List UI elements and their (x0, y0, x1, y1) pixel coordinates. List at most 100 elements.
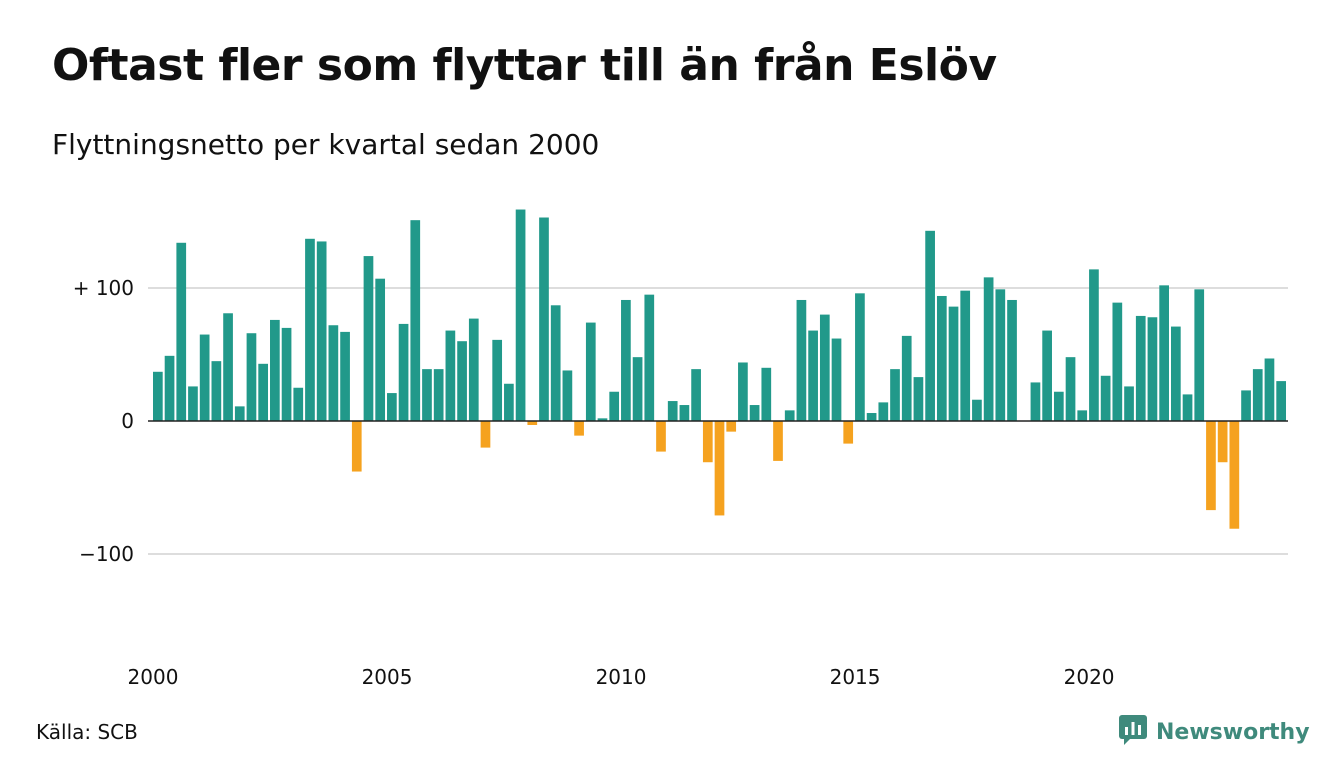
bar (1217, 421, 1228, 463)
bar (468, 318, 479, 421)
bar (351, 421, 362, 472)
bar (585, 322, 596, 421)
bar (188, 386, 198, 421)
bar (1194, 289, 1205, 421)
bar (293, 387, 304, 421)
bar (843, 421, 854, 444)
bar (948, 306, 959, 421)
bar (831, 338, 842, 421)
bar (819, 314, 830, 421)
bar (855, 293, 865, 421)
bar (527, 421, 538, 425)
bar (796, 299, 807, 421)
bar (1124, 386, 1134, 421)
bar (1100, 375, 1111, 421)
brand[interactable]: Newsworthy (1118, 714, 1310, 750)
bar (433, 369, 444, 421)
bar (925, 230, 935, 421)
bar (410, 220, 421, 421)
bar (1170, 326, 1181, 421)
bar (597, 418, 608, 421)
bar (714, 421, 725, 516)
bar (1206, 421, 1216, 511)
bar (1077, 410, 1088, 421)
bar (246, 333, 257, 421)
bar (1159, 285, 1169, 421)
bar (702, 421, 713, 463)
bar (773, 421, 783, 461)
bar (305, 238, 315, 421)
bar (398, 323, 409, 421)
bar (1030, 382, 1041, 421)
bar (422, 369, 432, 421)
bar (363, 256, 374, 421)
bar (761, 367, 772, 421)
bar (270, 319, 280, 421)
bar (211, 361, 222, 421)
bar (562, 370, 573, 421)
bar (1276, 381, 1286, 421)
bar (972, 399, 982, 421)
bar (960, 290, 971, 421)
bar (258, 363, 269, 421)
x-tick-label: 2020 (1064, 665, 1115, 689)
y-tick-label: −100 (79, 542, 134, 566)
bar-chart: + 100 0 −100 2000 2005 2010 2015 2020 (73, 209, 1288, 689)
bar (492, 339, 503, 421)
bar (387, 393, 397, 421)
bar (749, 405, 760, 421)
bar (983, 277, 994, 421)
bar (808, 330, 818, 421)
bar (679, 405, 690, 421)
bar (176, 242, 187, 421)
chart-title: Oftast fler som flyttar till än från Esl… (52, 40, 997, 91)
bar (890, 369, 900, 421)
newsworthy-logo-icon (1118, 714, 1148, 750)
source-label: Källa: SCB (36, 720, 138, 744)
bar (375, 278, 386, 421)
bar (1089, 269, 1099, 421)
brand-name: Newsworthy (1156, 719, 1310, 745)
bar (1112, 302, 1123, 421)
bar (656, 421, 666, 452)
bar (936, 295, 947, 421)
bar (1264, 358, 1275, 421)
bar (738, 362, 748, 421)
x-tick-label: 2010 (596, 665, 647, 689)
bar (784, 410, 795, 421)
bar (153, 371, 163, 421)
bar (1007, 299, 1017, 421)
bar (913, 377, 924, 421)
bar (609, 391, 620, 421)
bar (515, 209, 526, 421)
bar (480, 421, 491, 448)
x-tick-label: 2005 (362, 665, 413, 689)
bar (901, 335, 912, 421)
x-tick-label: 2000 (128, 665, 179, 689)
bar (726, 421, 737, 432)
bar (866, 413, 877, 421)
bar (1182, 394, 1193, 421)
bar (1065, 357, 1076, 421)
bar (1252, 369, 1263, 421)
bar (1135, 315, 1146, 421)
bar (632, 357, 643, 421)
bar (644, 294, 655, 421)
bar (281, 327, 292, 421)
bar (445, 330, 456, 421)
bar (328, 325, 339, 421)
bar (223, 313, 233, 421)
y-tick-label: + 100 (73, 276, 134, 300)
bar (550, 305, 561, 421)
bar (539, 217, 549, 421)
bar (667, 401, 678, 421)
bar (691, 369, 701, 421)
bar (574, 421, 584, 436)
bar (1229, 421, 1240, 529)
bar (316, 241, 327, 421)
bar (457, 341, 467, 421)
bar (199, 334, 210, 421)
bar (995, 289, 1006, 421)
bar (1241, 390, 1251, 421)
x-tick-label: 2015 (830, 665, 881, 689)
